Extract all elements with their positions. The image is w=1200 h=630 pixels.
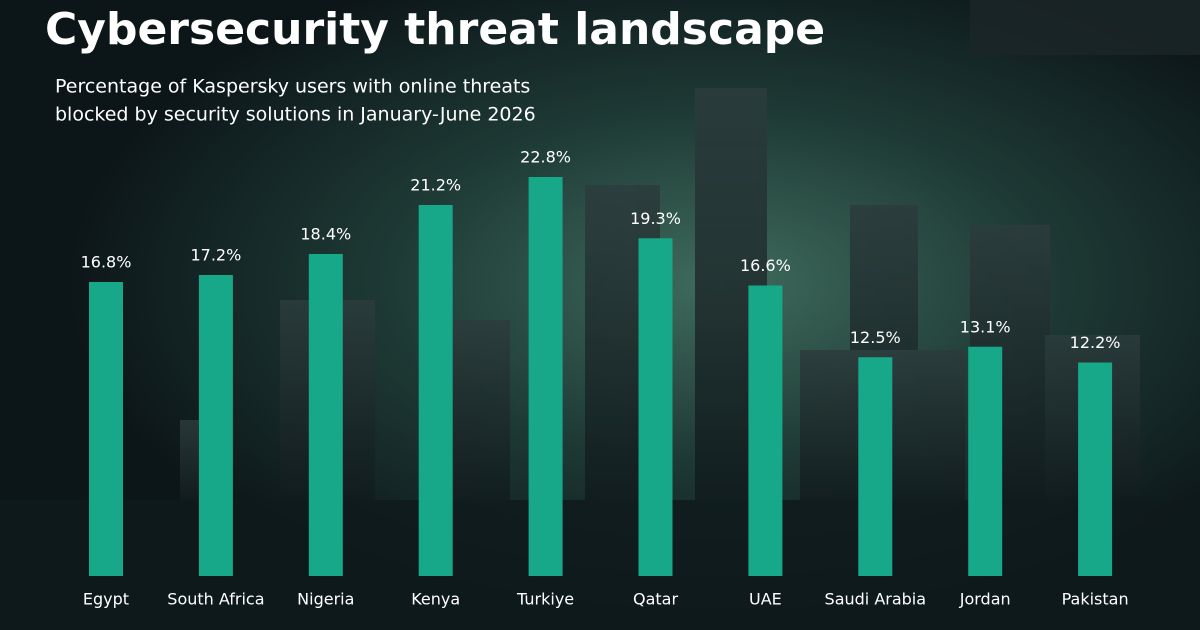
x-tick-label: Qatar	[633, 590, 678, 609]
bar	[748, 285, 783, 576]
bar	[89, 282, 123, 576]
bar	[308, 254, 343, 576]
bar	[418, 205, 453, 576]
value-label: 13.1%	[960, 317, 1011, 336]
x-tick-label: Pakistan	[1062, 590, 1129, 609]
x-tick-label: Saudi Arabia	[825, 590, 927, 609]
chart-subtitle: blocked by security solutions in January…	[55, 104, 536, 126]
bar	[858, 357, 893, 576]
chart-title: Cybersecurity threat landscape	[45, 4, 825, 55]
bar	[198, 275, 233, 576]
bar	[968, 346, 1003, 576]
value-label: 12.2%	[1070, 333, 1121, 352]
value-label: 18.4%	[300, 225, 351, 244]
x-tick-label: Nigeria	[297, 590, 354, 609]
bar	[528, 177, 563, 576]
chart-subtitle: Percentage of Kaspersky users with onlin…	[55, 76, 530, 98]
x-tick-label: South Africa	[167, 590, 264, 609]
value-label: 19.3%	[630, 209, 681, 228]
value-label: 22.8%	[520, 148, 571, 167]
x-tick-label: Jordan	[959, 590, 1011, 609]
bar	[1078, 362, 1113, 576]
value-label: 12.5%	[850, 328, 901, 347]
x-tick-label: UAE	[749, 590, 782, 609]
x-tick-label: Egypt	[83, 590, 129, 609]
x-tick-label: Turkiye	[516, 590, 574, 609]
value-label: 17.2%	[190, 246, 241, 265]
value-label: 16.6%	[740, 256, 791, 275]
x-tick-label: Kenya	[411, 590, 460, 609]
bar	[638, 238, 673, 576]
value-label: 16.8%	[81, 253, 132, 272]
value-label: 21.2%	[410, 176, 461, 195]
